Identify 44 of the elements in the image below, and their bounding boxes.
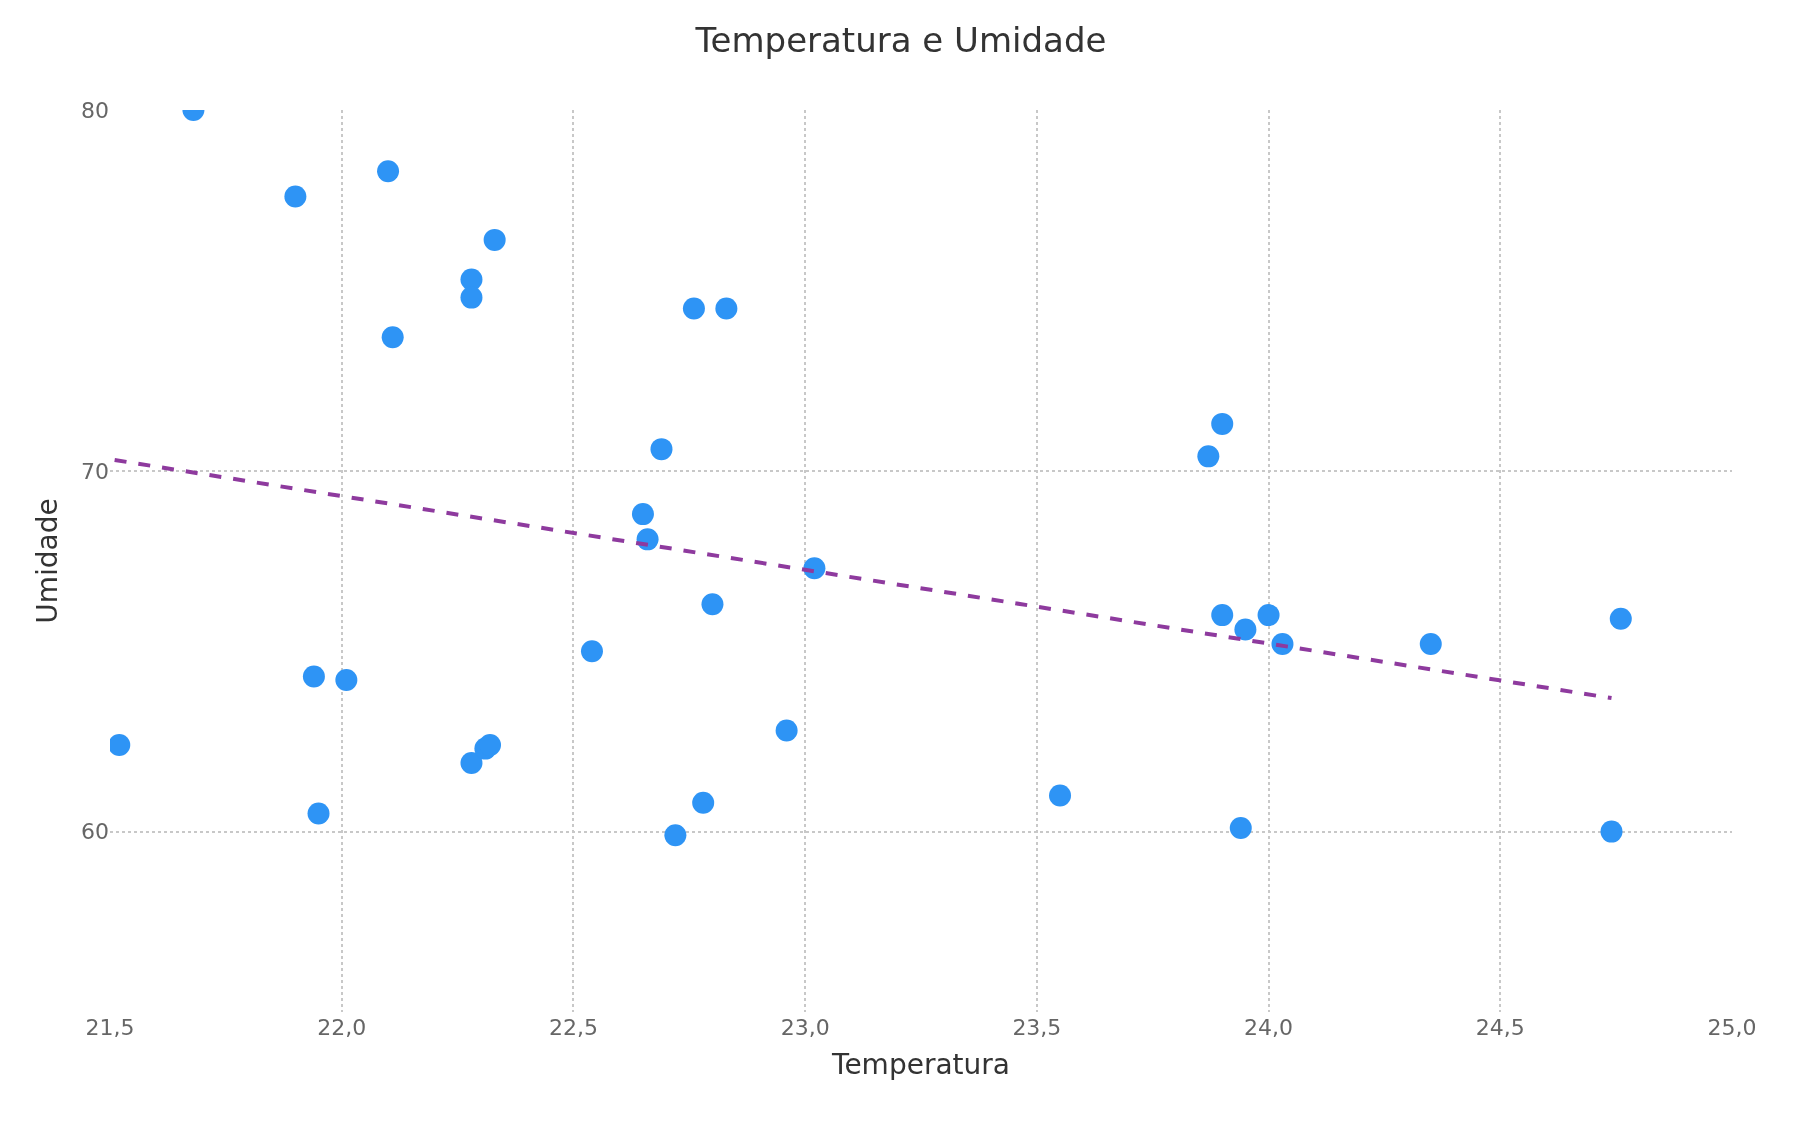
point [483,228,506,251]
point [1609,607,1632,630]
point [1600,820,1623,843]
x-tick-label: 25,0 [1707,1015,1757,1040]
point [1234,618,1257,641]
point [664,824,687,847]
point [1419,632,1442,655]
point [650,438,673,461]
x-tick-label: 21,5 [85,1015,135,1040]
point [307,802,330,825]
point [1211,604,1234,627]
point [460,286,483,309]
x-tick-label: 23,0 [780,1015,830,1040]
point [381,326,404,349]
point [715,297,738,320]
point [1211,412,1234,435]
point [692,791,715,814]
point [460,752,483,775]
point [775,719,798,742]
x-tick-label: 24,5 [1475,1015,1525,1040]
x-tick-label: 23,5 [1012,1015,1062,1040]
point [631,503,654,526]
point [1197,445,1220,468]
y-tick-label: 70 [81,458,109,484]
point [580,640,603,663]
y-axis-title: Umidade [30,498,64,624]
y-tick-label: 80 [81,97,109,123]
x-tick-label: 22,5 [548,1015,598,1040]
x-tick-label: 22,0 [317,1015,367,1040]
point [335,669,358,692]
point [302,665,325,688]
point [479,734,502,756]
point [1257,604,1280,627]
point [377,160,400,183]
point [284,185,307,208]
y-tick-label: 60 [81,819,109,845]
point [110,734,131,756]
point [1049,784,1072,807]
point [1229,816,1252,839]
x-axis-title: Temperatura [831,1048,1010,1082]
x-tick-label: 24,0 [1244,1015,1294,1040]
point [682,297,705,320]
point [701,593,724,616]
chart-title: Temperatura e Umidade [694,19,1107,60]
